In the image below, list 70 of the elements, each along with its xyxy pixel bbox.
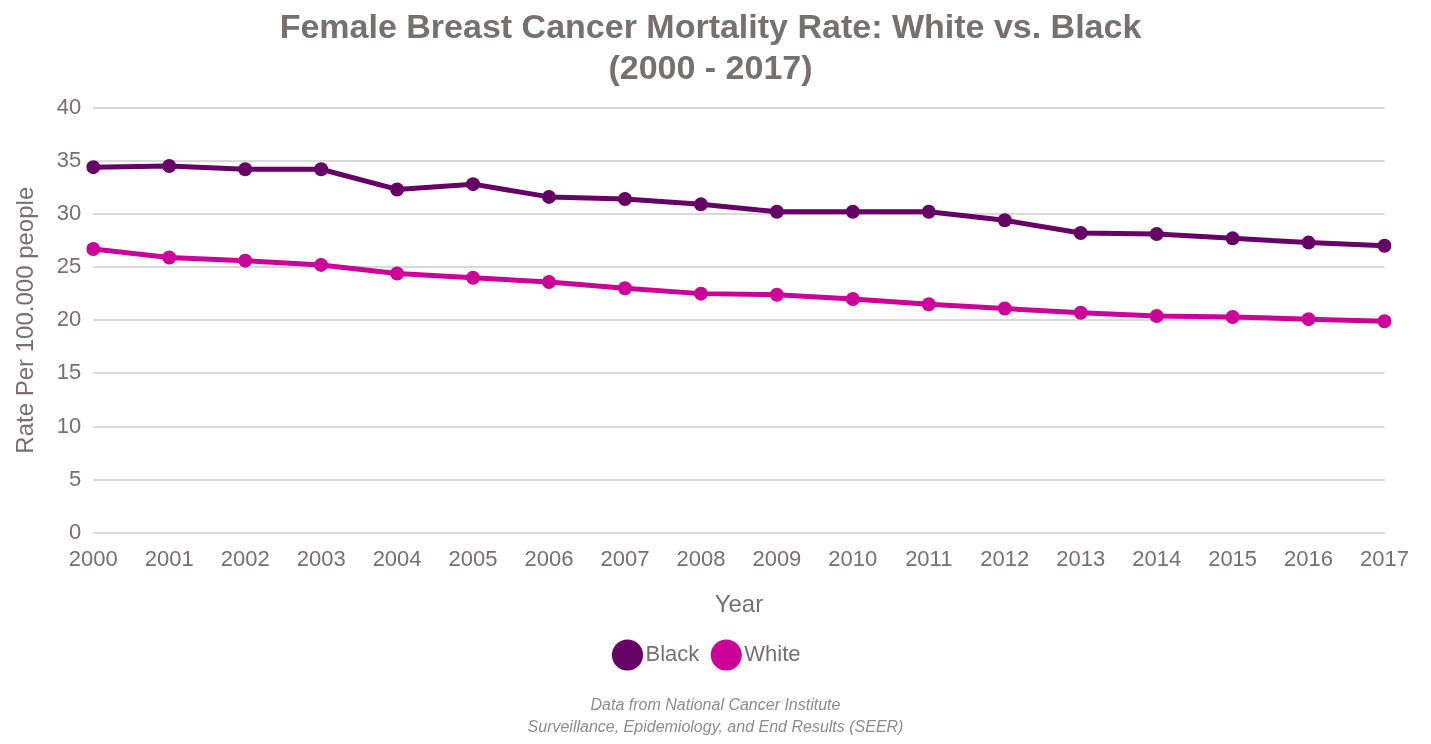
point [921, 297, 936, 312]
point [1301, 235, 1316, 250]
x-tick-label: 2006 [524, 546, 574, 572]
text: Surveillance, Epidemiology, and End Results (SEER) [527, 718, 904, 736]
x-tick-label: 2003 [296, 546, 346, 572]
x-tick-label: 2011 [905, 546, 953, 572]
y-tick-label: 20 [56, 306, 82, 332]
point [769, 204, 784, 219]
x-tick-label: 2012 [980, 546, 1030, 572]
point [86, 241, 101, 256]
point [997, 213, 1012, 228]
x-tick-label: 2009 [752, 546, 802, 572]
y-tick-label: 15 [56, 359, 82, 385]
x-tick-label: 2017 [1360, 546, 1410, 572]
legend-label: Black [645, 641, 701, 667]
point [1073, 226, 1088, 241]
x-tick-label: 2016 [1284, 546, 1334, 572]
point [845, 291, 860, 306]
point [1225, 310, 1240, 325]
point [1073, 305, 1088, 320]
y-tick-label: 25 [56, 253, 82, 279]
x-tick-label: 2014 [1132, 546, 1182, 572]
point [238, 162, 253, 177]
x-tick-label: 2001 [144, 546, 194, 572]
y-tick-label: 10 [56, 412, 82, 438]
point [162, 159, 177, 174]
y-tick-label: 0 [69, 518, 82, 544]
point [542, 189, 557, 204]
point [1225, 231, 1240, 246]
point [617, 192, 632, 207]
point [466, 177, 481, 192]
point [921, 204, 936, 219]
x-tick-label: 2005 [448, 546, 498, 572]
x-tick-label: 2015 [1208, 546, 1258, 572]
point [1301, 312, 1316, 327]
point [314, 162, 329, 177]
point [1377, 314, 1392, 329]
point [1377, 238, 1392, 253]
y-axis-title: Rate Per 100.000 people [11, 186, 39, 454]
x-tick-label: 2013 [1056, 546, 1106, 572]
point [390, 266, 405, 281]
legend-label: White [744, 641, 801, 667]
x-axis-title: Year [714, 590, 764, 618]
text: Data from National Cancer Institute [590, 696, 841, 714]
x-tick-label: 2004 [372, 546, 422, 572]
point [1149, 308, 1164, 323]
y-tick-label: 5 [69, 465, 82, 491]
x-tick-label: 2008 [676, 546, 726, 572]
chart-title: Female Breast Cancer Mortality Rate: White vs. Black (2000 - 2017) [279, 6, 1142, 86]
point [617, 281, 632, 296]
y-tick-label: 30 [56, 199, 82, 225]
point [769, 287, 784, 302]
point [693, 197, 708, 212]
x-tick-label: 2000 [68, 546, 118, 572]
point [845, 204, 860, 219]
point [693, 286, 708, 301]
point [1149, 227, 1164, 242]
point [86, 160, 101, 175]
point [997, 301, 1012, 316]
y-tick-label: 35 [56, 146, 82, 172]
point [162, 250, 177, 265]
x-tick-label: 2007 [600, 546, 650, 572]
point [390, 182, 405, 197]
point [314, 257, 329, 272]
x-tick-label: 2002 [220, 546, 270, 572]
y-tick-label: 40 [56, 93, 82, 119]
x-tick-label: 2010 [828, 546, 878, 572]
point [466, 270, 481, 285]
point [542, 274, 557, 289]
point [238, 253, 253, 268]
